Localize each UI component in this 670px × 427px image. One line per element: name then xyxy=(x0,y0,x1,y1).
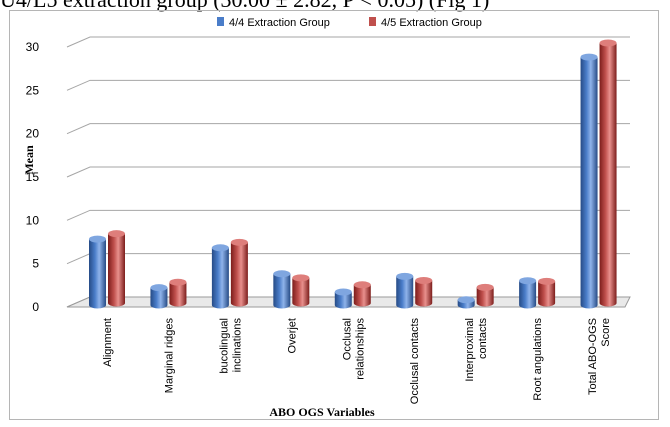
x-tick-label-line: Occlusal xyxy=(341,318,353,360)
bar-total-abo-ogs-score-4-5-extraction-group-top xyxy=(599,39,617,47)
legend-swatch-4-4-extraction-group xyxy=(217,17,224,26)
x-tick-label: Alignment xyxy=(102,318,114,367)
bar-root-angulations-4-5-extraction-group xyxy=(538,281,556,307)
x-tick-label-line: Total ABO-OGS xyxy=(587,318,599,395)
x-axis-label: ABO OGS Variables xyxy=(269,405,375,419)
bar-occlusal-relationships-4-4-extraction-group xyxy=(334,292,352,309)
x-tick-label-line: inclinations xyxy=(231,318,243,373)
bar-marginal-ridges-4-4-extraction-group-top xyxy=(150,284,168,292)
x-tick-label-line: Interproximal xyxy=(464,318,476,382)
x-axis-ticks: Alignment Marginal ridges bucolingualincli… xyxy=(102,318,612,405)
y-axis-ticks: 0 5 10 15 20 25 30 xyxy=(26,40,40,314)
bar-overjet-4-4-extraction-group-top xyxy=(273,270,291,278)
x-tick-label: Marginal ridges xyxy=(163,318,175,394)
bar-alignment-4-5-extraction-group xyxy=(108,233,125,307)
x-tick-label-line: Root angulations xyxy=(532,318,544,401)
bar-total-abo-ogs-score-4-4-extraction-group xyxy=(580,57,598,309)
x-tick-label-line: relationships xyxy=(354,318,366,380)
x-tick-label: Overjet xyxy=(286,318,298,353)
bar-overjet-4-4-extraction-group xyxy=(273,273,291,309)
bar-alignment-4-5-extraction-group-top xyxy=(108,230,125,238)
bar-occlusal-relationships-4-5-extraction-group xyxy=(353,284,371,307)
bar-interproximal-contacts-4-5-extraction-group-top xyxy=(476,283,494,291)
y-tick-label: 15 xyxy=(26,170,40,184)
x-tick-label: Occlusal contacts xyxy=(409,318,421,405)
x-tick-label-line: Overjet xyxy=(286,318,298,353)
y-tick-label: 30 xyxy=(26,40,40,54)
bar-alignment-4-4-extraction-group xyxy=(89,239,106,309)
bar-occlusal-contacts-4-5-extraction-group xyxy=(415,280,433,307)
bar-overjet-4-5-extraction-group xyxy=(292,277,310,307)
bar-marginal-ridges-4-5-extraction-group-top xyxy=(169,278,187,286)
header-text-fragment: U4/L5 extraction group (30.00 ± 2.82, P … xyxy=(0,0,670,13)
gridline xyxy=(66,253,630,265)
bar-root-angulations-4-4-extraction-group xyxy=(519,280,537,309)
x-tick-label: Root angulations xyxy=(532,318,544,401)
x-tick-label: Occlusalrelationships xyxy=(341,318,366,380)
x-tick-label-line: Marginal ridges xyxy=(163,318,175,394)
gridline xyxy=(66,209,630,221)
x-tick-label-line: contacts xyxy=(477,318,489,359)
gridlines xyxy=(66,36,630,308)
bar-root-angulations-4-5-extraction-group-top xyxy=(538,277,556,285)
legend-swatch-4-5-extraction-group xyxy=(369,17,376,26)
bar-root-angulations-4-4-extraction-group-top xyxy=(519,277,537,285)
gridline xyxy=(66,36,630,48)
y-axis-label: Mean xyxy=(22,145,36,175)
bar-total-abo-ogs-score-4-5-extraction-group xyxy=(599,43,617,307)
legend-label-4-4-extraction-group: 4/4 Extraction Group xyxy=(229,17,330,29)
chart-frame xyxy=(9,10,659,420)
x-tick-label-line: Occlusal contacts xyxy=(409,318,421,405)
y-tick-label: 10 xyxy=(26,213,40,227)
x-tick-label: Interproximalcontacts xyxy=(464,318,489,382)
bar-interproximal-contacts-4-4-extraction-group-top xyxy=(457,296,475,304)
bar-occlusal-contacts-4-4-extraction-group xyxy=(396,276,414,309)
bar-bucolingual-inclinations-4-4-extraction-group xyxy=(211,247,229,309)
x-tick-label-line: Alignment xyxy=(102,318,114,367)
bar-total-abo-ogs-score-4-4-extraction-group-top xyxy=(580,53,598,61)
bar-bucolingual-inclinations-4-4-extraction-group-top xyxy=(211,244,229,252)
y-tick-label: 25 xyxy=(26,83,40,97)
bar-interproximal-contacts-4-5-extraction-group xyxy=(476,287,494,307)
bar-occlusal-contacts-4-4-extraction-group-top xyxy=(396,272,414,280)
bar-overjet-4-5-extraction-group-top xyxy=(292,274,310,282)
gridline xyxy=(66,123,630,135)
bar-bucolingual-inclinations-4-5-extraction-group xyxy=(230,242,248,307)
bar-occlusal-relationships-4-5-extraction-group-top xyxy=(353,281,371,289)
y-tick-label: 20 xyxy=(26,127,40,141)
gridline xyxy=(66,166,630,178)
x-tick-label: bucolingualinclinations xyxy=(218,318,243,374)
legend-label-4-5-extraction-group: 4/5 Extraction Group xyxy=(381,17,482,29)
y-tick-label: 5 xyxy=(32,257,39,271)
bar-bucolingual-inclinations-4-5-extraction-group-top xyxy=(230,238,248,246)
x-tick-label-line: Score xyxy=(600,318,612,347)
bar-occlusal-contacts-4-5-extraction-group-top xyxy=(415,276,433,284)
y-tick-label: 0 xyxy=(32,300,39,314)
bar-occlusal-relationships-4-4-extraction-group-top xyxy=(334,288,352,296)
bars xyxy=(89,39,617,309)
bar-alignment-4-4-extraction-group-top xyxy=(89,235,106,243)
bar-marginal-ridges-4-4-extraction-group xyxy=(150,287,168,309)
bar-marginal-ridges-4-5-extraction-group xyxy=(169,282,187,307)
x-tick-label-line: bucolingual xyxy=(218,318,230,374)
legend: 4/4 Extraction Group 4/5 Extraction Group xyxy=(217,17,482,29)
gridline xyxy=(66,79,630,91)
x-tick-label: Total ABO-OGSScore xyxy=(587,318,612,395)
